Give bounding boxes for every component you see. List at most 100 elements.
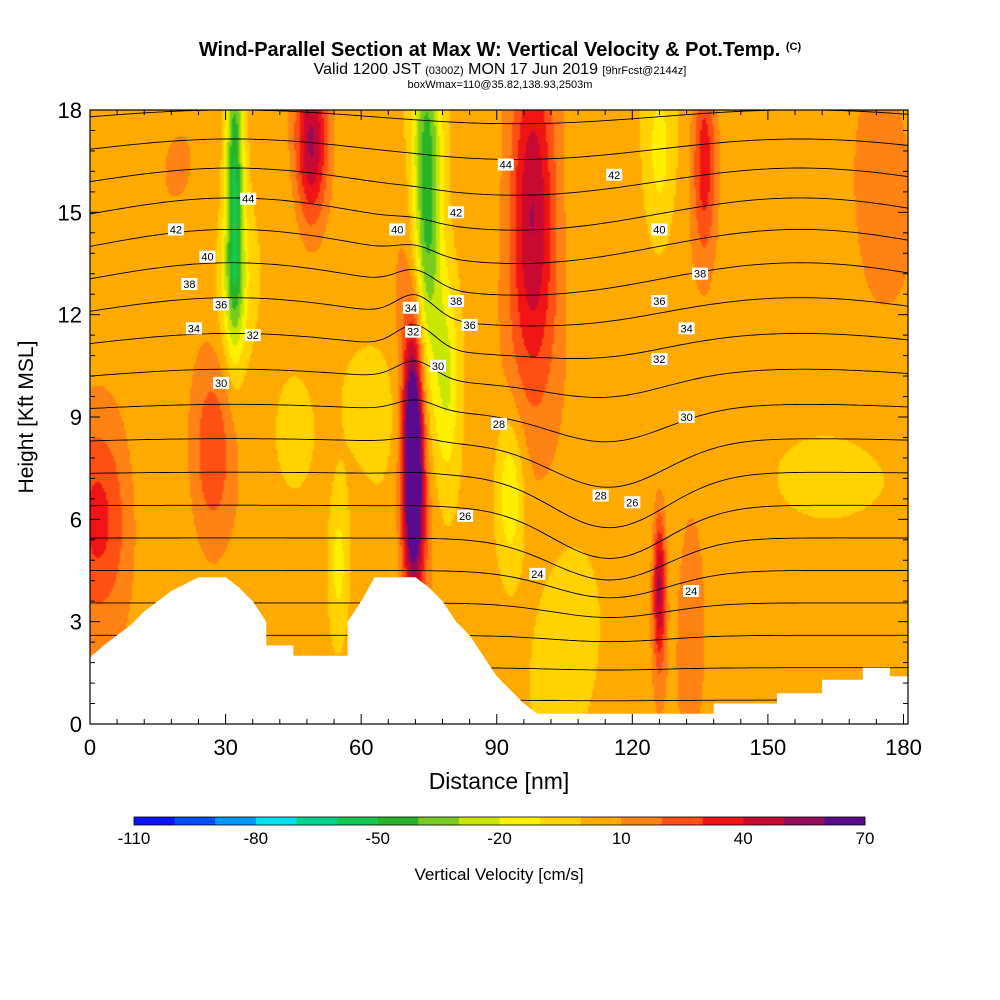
isentrope-label: 38 bbox=[181, 278, 198, 291]
colorbar-swatch bbox=[418, 817, 460, 825]
isentrope-label-text: 24 bbox=[531, 569, 543, 581]
isentrope-label-text: 34 bbox=[405, 303, 417, 315]
label-bg bbox=[448, 206, 465, 219]
isentrope-line bbox=[90, 471, 908, 529]
isentrope-label: 32 bbox=[244, 329, 261, 342]
valid-zulu: (0300Z) bbox=[425, 65, 464, 77]
label-bg bbox=[244, 329, 261, 342]
x-tick-label: 120 bbox=[614, 735, 651, 760]
colorbar-swatch bbox=[661, 817, 703, 825]
colorbar-swatch bbox=[174, 817, 216, 825]
label-bg bbox=[461, 318, 478, 331]
isentrope-label: 40 bbox=[651, 223, 668, 236]
isentrope-line bbox=[90, 228, 908, 265]
label-bg bbox=[213, 376, 230, 389]
isentrope-lines bbox=[90, 19, 908, 702]
label-bg bbox=[402, 301, 419, 314]
label-bg bbox=[213, 298, 230, 311]
isentrope-label-text: 30 bbox=[432, 361, 444, 373]
isentrope-label: 38 bbox=[692, 267, 709, 281]
label-bg bbox=[529, 567, 546, 580]
colorbar-label: Vertical Velocity [cm/s] bbox=[414, 865, 583, 884]
x-tick-label: 30 bbox=[213, 735, 237, 760]
isentrope-label: 30 bbox=[678, 411, 695, 424]
colorbar-swatch bbox=[783, 817, 825, 825]
colorbar-swatch bbox=[134, 817, 175, 825]
isentrope-label: 30 bbox=[430, 359, 446, 373]
isentrope-label: 36 bbox=[461, 318, 478, 332]
colorbar-tick-label: -80 bbox=[244, 829, 269, 848]
plot-frame bbox=[89, 109, 909, 725]
isentrope-line bbox=[90, 436, 908, 488]
label-bg bbox=[497, 158, 514, 171]
isentrope-line bbox=[90, 537, 908, 581]
forecast-info: [9hrFcst@2144z] bbox=[602, 65, 687, 77]
isentrope-line bbox=[90, 197, 908, 231]
isentrope-label: 42 bbox=[167, 223, 184, 236]
label-bg bbox=[430, 359, 446, 372]
label-bg bbox=[592, 489, 609, 502]
vertical-velocity-field bbox=[90, 110, 908, 724]
colorbar-tick-label: -50 bbox=[365, 829, 390, 848]
colorbar-tick-label: -20 bbox=[487, 829, 512, 848]
isentrope-line bbox=[90, 667, 908, 671]
isentrope-label: 40 bbox=[199, 250, 216, 264]
isentrope-label: 42 bbox=[448, 206, 465, 219]
isentrope-line bbox=[90, 634, 908, 643]
isentrope-label-text: 24 bbox=[685, 586, 697, 598]
colorbar-swatch bbox=[743, 817, 785, 825]
plot-area: 4442403836343230404234383632302826444240… bbox=[90, 19, 908, 724]
isentrope-label-text: 26 bbox=[626, 497, 638, 509]
isentrope-label-text: 42 bbox=[170, 224, 182, 236]
chart-subtitle: Valid 1200 JST (0300Z) MON 17 Jun 2019 [… bbox=[0, 61, 1000, 80]
colorbar-swatch bbox=[540, 817, 582, 825]
isentrope-label: 34 bbox=[402, 301, 419, 315]
isentrope-label: 26 bbox=[457, 509, 474, 523]
y-axis-label: Height [Kft MSL] bbox=[15, 341, 38, 494]
colorbar-tick-label: -110 bbox=[118, 829, 151, 848]
colorbar-tick-label: 70 bbox=[856, 829, 875, 848]
label-bg bbox=[651, 223, 668, 236]
y-tick-label: 6 bbox=[70, 507, 82, 532]
label-bg bbox=[606, 168, 623, 181]
isentrope-label-text: 32 bbox=[247, 330, 259, 342]
x-tick-label: 90 bbox=[484, 735, 508, 760]
isentrope-label-text: 44 bbox=[500, 160, 512, 172]
colorbar-swatch bbox=[580, 817, 622, 825]
isentrope-line bbox=[90, 19, 908, 21]
label-bg bbox=[240, 192, 257, 205]
isentrope-label-text: 28 bbox=[493, 419, 505, 431]
colorbar-tick-label: 40 bbox=[734, 829, 753, 848]
isentrope-label-text: 44 bbox=[242, 194, 254, 206]
valid-date: MON 17 Jun 2019 bbox=[468, 61, 598, 78]
isentrope-label: 44 bbox=[497, 158, 514, 172]
isentrope-label-text: 36 bbox=[653, 296, 665, 308]
isentrope-label-text: 32 bbox=[407, 327, 419, 339]
x-tick-label: 180 bbox=[885, 735, 922, 760]
label-bg bbox=[457, 509, 474, 522]
y-tick-label: 0 bbox=[70, 712, 82, 737]
x-tick-label: 60 bbox=[349, 735, 373, 760]
isentrope-label: 40 bbox=[389, 223, 406, 236]
label-bg bbox=[491, 417, 507, 430]
isentrope-label-text: 30 bbox=[215, 378, 227, 390]
label-bg bbox=[678, 322, 695, 335]
label-bg bbox=[405, 325, 422, 338]
isentrope-line bbox=[90, 167, 908, 196]
colorbar-swatch bbox=[255, 817, 297, 825]
isentrope-line bbox=[90, 262, 908, 296]
chart-titles: Wind-Parallel Section at Max W: Vertical… bbox=[0, 36, 1000, 91]
colorbar-swatch bbox=[215, 817, 257, 825]
colorbar-swatch bbox=[377, 817, 419, 825]
y-tick-label: 3 bbox=[70, 610, 82, 635]
y-tick-label: 15 bbox=[58, 200, 82, 225]
label-bg bbox=[692, 267, 709, 280]
isentrope-line bbox=[90, 699, 908, 702]
isentrope-label-text: 28 bbox=[595, 491, 607, 503]
colorbar-swatch bbox=[458, 817, 500, 825]
isentrope-label-text: 36 bbox=[215, 299, 227, 311]
isentrope-label-text: 38 bbox=[694, 269, 706, 281]
isentrope-label: 26 bbox=[624, 496, 641, 509]
isentrope-label: 32 bbox=[405, 325, 422, 339]
